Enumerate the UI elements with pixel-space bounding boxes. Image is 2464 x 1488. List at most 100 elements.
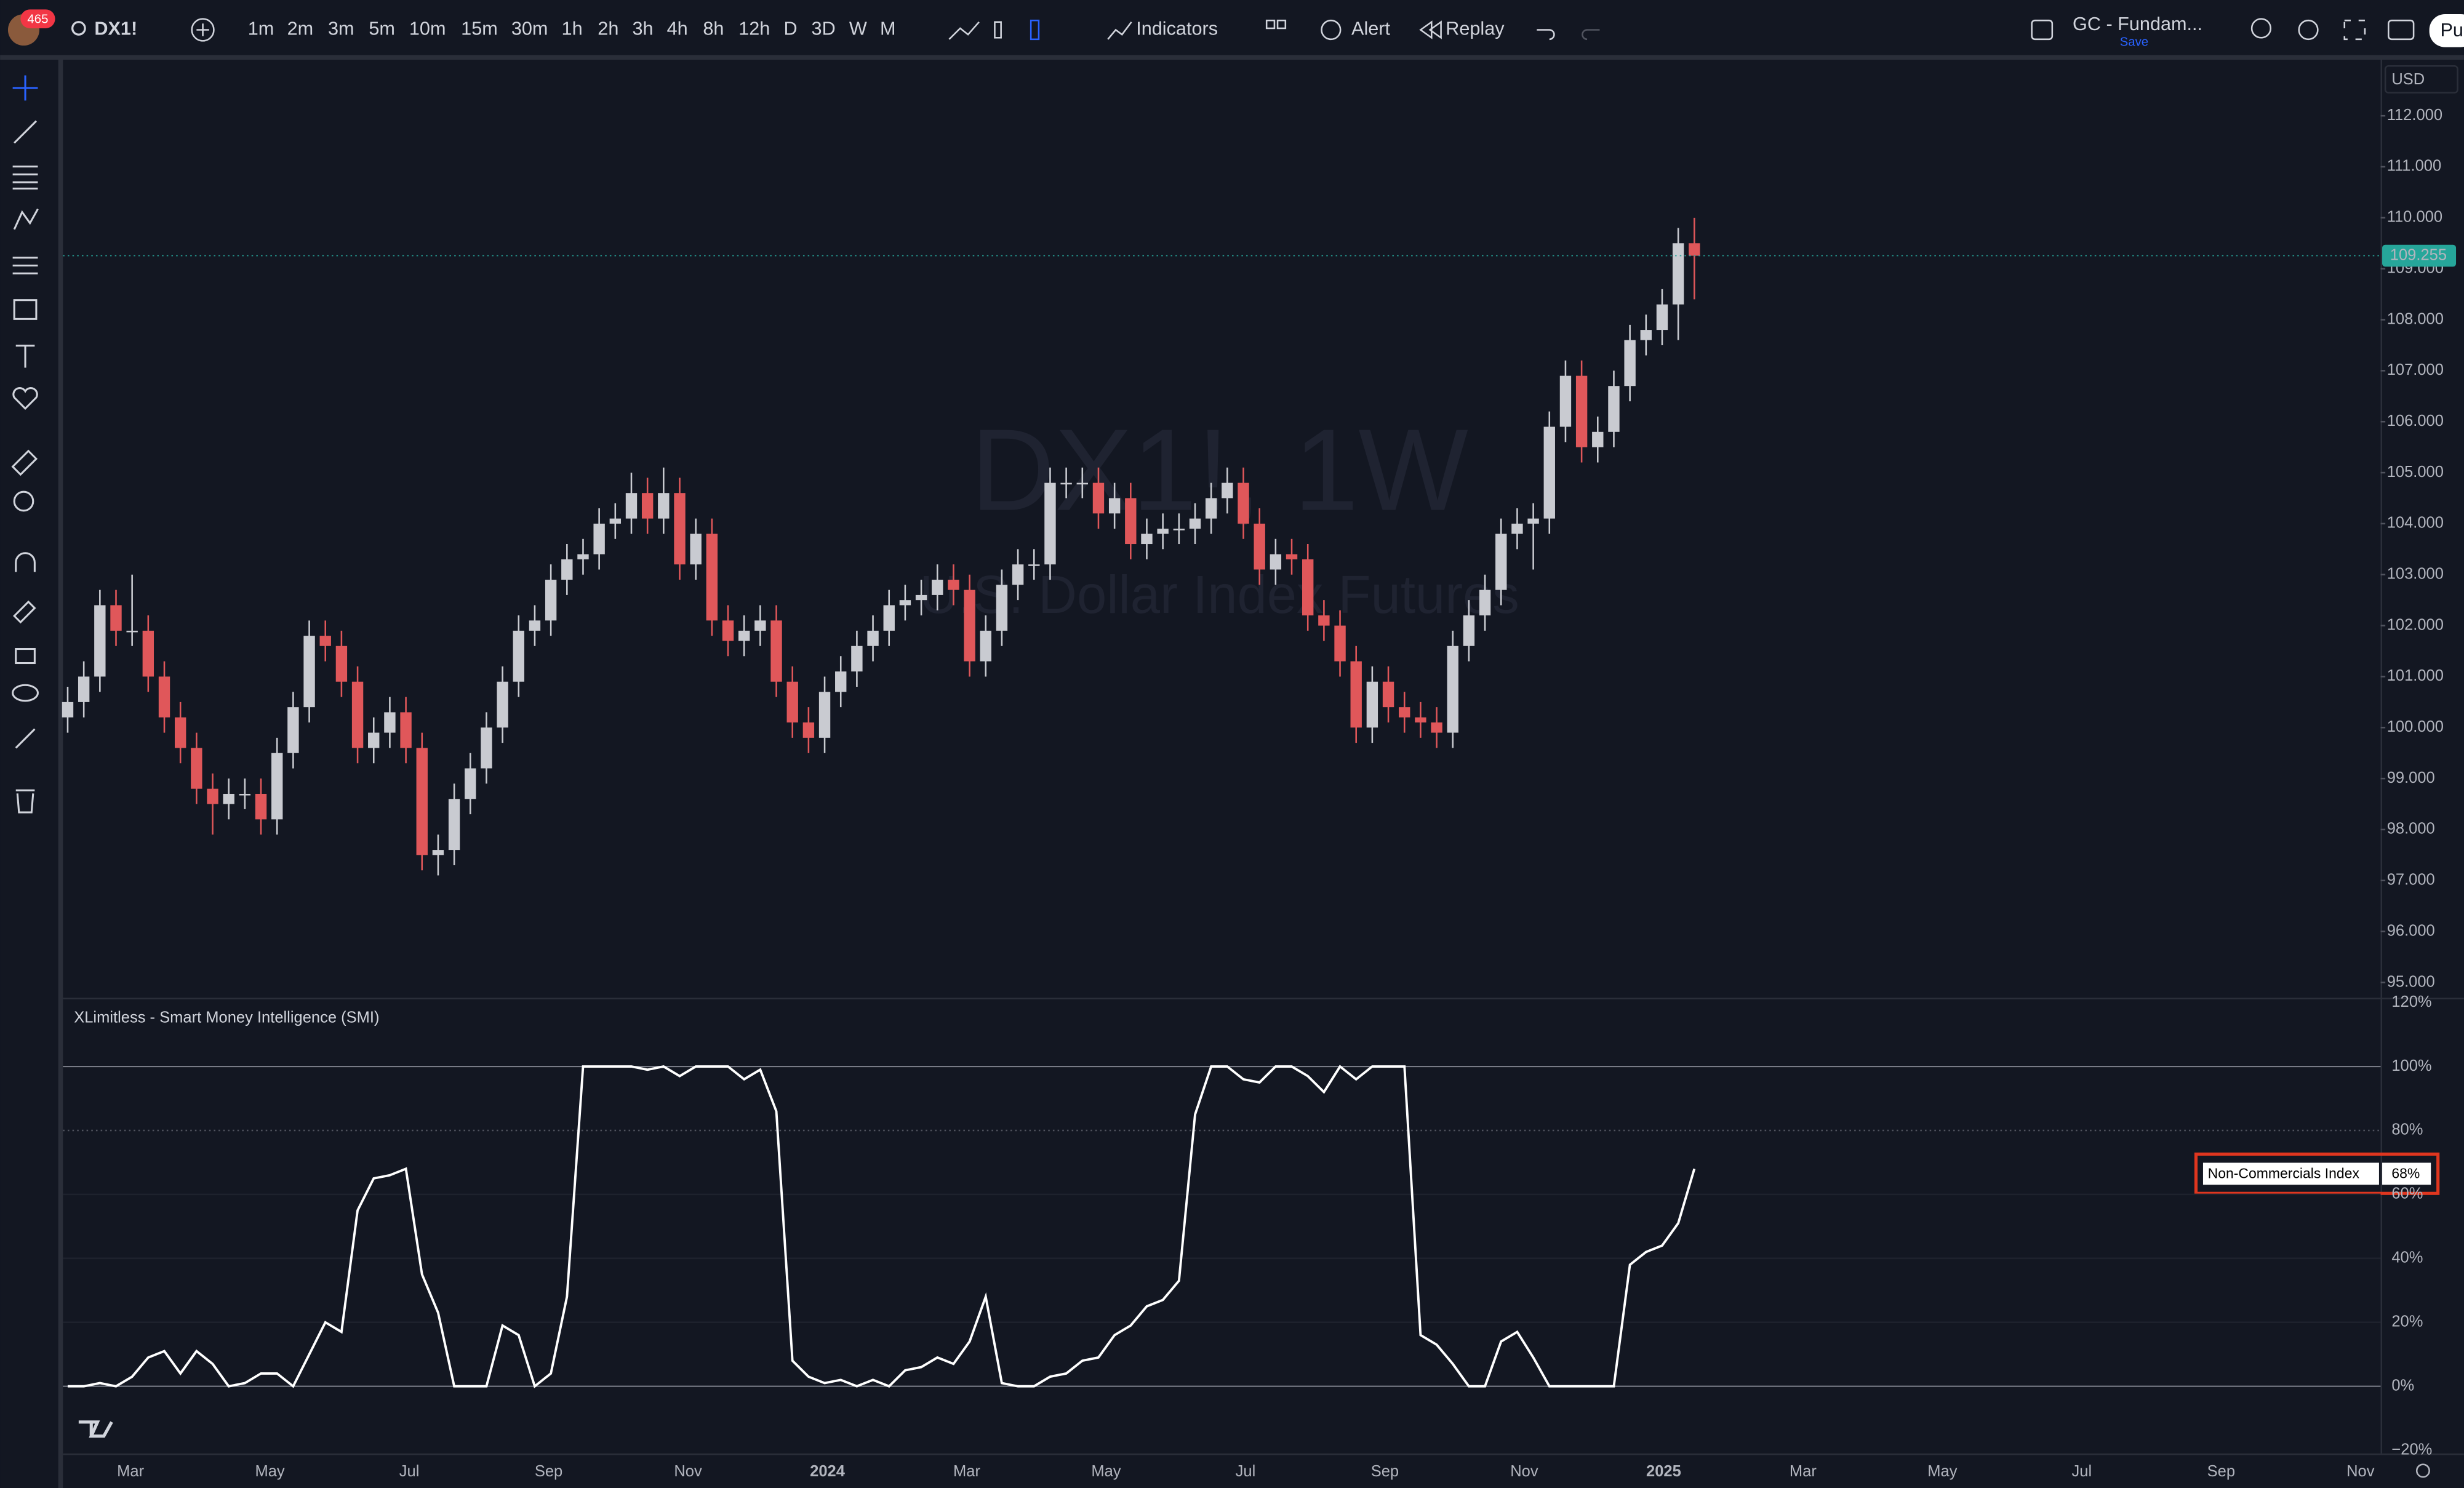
timeframe[interactable]: 30m	[511, 18, 548, 39]
save-label[interactable]: Save	[2120, 35, 2149, 49]
favorites[interactable]	[12, 387, 38, 410]
candle-icon[interactable]	[1030, 19, 1040, 41]
shape-tool[interactable]	[13, 299, 38, 320]
search-icon[interactable]	[71, 21, 86, 36]
measure[interactable]	[11, 449, 38, 476]
add-icon	[196, 23, 209, 36]
quick-search[interactable]	[2250, 18, 2272, 39]
timeframe[interactable]: 3m	[328, 18, 354, 39]
line-tool[interactable]	[14, 120, 38, 144]
watermark-subtitle: U.S. Dollar Index Futures	[919, 565, 1519, 625]
timeframe[interactable]: 2h	[598, 18, 618, 39]
timeframe[interactable]: 4h	[667, 18, 688, 39]
indicators-button[interactable]: Indicators	[1136, 18, 1218, 39]
candle-body	[1334, 625, 1346, 662]
hide[interactable]	[12, 684, 39, 702]
top-toolbar	[0, 0, 2464, 57]
candle-body	[980, 630, 991, 662]
timeframe[interactable]: 12h	[738, 18, 770, 39]
indicators-icon	[1107, 21, 1132, 40]
y-tick-label: 40%	[2391, 1249, 2423, 1266]
timeframe[interactable]: 2m	[287, 18, 314, 39]
timeframe[interactable]: 5m	[369, 18, 395, 39]
candle-body	[400, 712, 412, 748]
publish-bg[interactable]	[2429, 14, 2464, 47]
x-tick-label: May	[255, 1463, 284, 1480]
candle-body	[158, 676, 170, 718]
fullscreen[interactable]	[2343, 19, 2366, 41]
x-tick-label: Jul	[399, 1463, 420, 1480]
y-tick-label: 104.000	[2387, 514, 2444, 532]
y-tick-label: 99.000	[2387, 769, 2435, 786]
candle-body	[94, 605, 106, 677]
replay-icon	[1419, 20, 1442, 39]
candle-body	[1125, 498, 1137, 545]
y-tick-label: 108.000	[2387, 310, 2444, 327]
bar-icon[interactable]	[994, 21, 1002, 39]
timeframe[interactable]: 10m	[409, 18, 446, 39]
magnet[interactable]	[15, 552, 36, 572]
timeframe[interactable]: 1h	[562, 18, 583, 39]
candle-body	[1624, 340, 1636, 386]
symbol[interactable]: DX1!	[94, 18, 137, 39]
templates-icon[interactable]	[1265, 19, 1276, 30]
trash[interactable]	[15, 789, 35, 814]
currency-select[interactable]	[2384, 65, 2458, 94]
line-chart-icon[interactable]	[948, 21, 980, 40]
add-symbol[interactable]	[191, 18, 215, 42]
publish[interactable]: Pu	[2441, 20, 2463, 41]
candle-body	[1254, 523, 1265, 570]
candle-body	[1270, 554, 1282, 570]
timeframe[interactable]: 3h	[632, 18, 653, 39]
candle-body	[1302, 559, 1314, 616]
settings[interactable]	[2298, 19, 2319, 41]
alert-icon	[1321, 19, 1342, 41]
smi-line	[67, 1065, 1696, 1388]
candle-body	[1495, 534, 1507, 590]
undo[interactable]	[1537, 29, 1555, 41]
candle-body	[271, 753, 283, 820]
zoom[interactable]	[13, 490, 34, 512]
x-tick-label: May	[1927, 1463, 1957, 1480]
cursor-tool[interactable]	[12, 75, 38, 101]
candle-body	[384, 712, 396, 733]
candle-body	[465, 768, 476, 799]
x-tick-label: 2025	[1646, 1463, 1681, 1480]
candle-body	[851, 646, 863, 672]
stay-drawing[interactable]	[13, 600, 36, 624]
timeframe[interactable]: M	[880, 18, 896, 39]
timeframe[interactable]: 3D	[812, 18, 836, 39]
lock[interactable]	[15, 647, 36, 665]
candle-body	[126, 630, 138, 633]
replay-button[interactable]: Replay	[1446, 18, 1505, 39]
candle-body	[932, 580, 943, 595]
candle-body	[78, 676, 90, 702]
timeframe[interactable]: D	[783, 18, 797, 39]
candle-body	[513, 630, 524, 682]
candle-body	[1366, 681, 1378, 728]
text-tool[interactable]	[15, 345, 35, 368]
y-tick-label: 107.000	[2387, 361, 2444, 378]
pattern-tool[interactable]	[13, 208, 39, 230]
layout-name[interactable]: GC - Fundam...	[2073, 14, 2202, 34]
candle-body	[416, 748, 428, 855]
candle-body	[1431, 722, 1442, 733]
currency[interactable]: USD	[2391, 71, 2425, 88]
layout-icon[interactable]	[2031, 19, 2054, 41]
candle-body	[754, 620, 766, 631]
axis-settings[interactable]	[2415, 1463, 2430, 1478]
timeframe[interactable]: 1m	[248, 18, 274, 39]
redo[interactable]	[1582, 29, 1600, 41]
timeframe[interactable]: W	[849, 18, 867, 39]
candle-body	[593, 523, 605, 554]
link[interactable]	[15, 728, 36, 749]
value-bg	[2382, 1162, 2431, 1185]
fib-tool[interactable]	[12, 166, 38, 190]
candle-body	[1689, 243, 1700, 256]
alert-button[interactable]: Alert	[1351, 18, 1390, 39]
snapshot[interactable]	[2387, 19, 2415, 41]
candle-body	[1511, 523, 1523, 534]
timeframe[interactable]: 8h	[703, 18, 724, 39]
forecast-tool[interactable]	[12, 257, 38, 274]
timeframe[interactable]: 15m	[461, 18, 498, 39]
